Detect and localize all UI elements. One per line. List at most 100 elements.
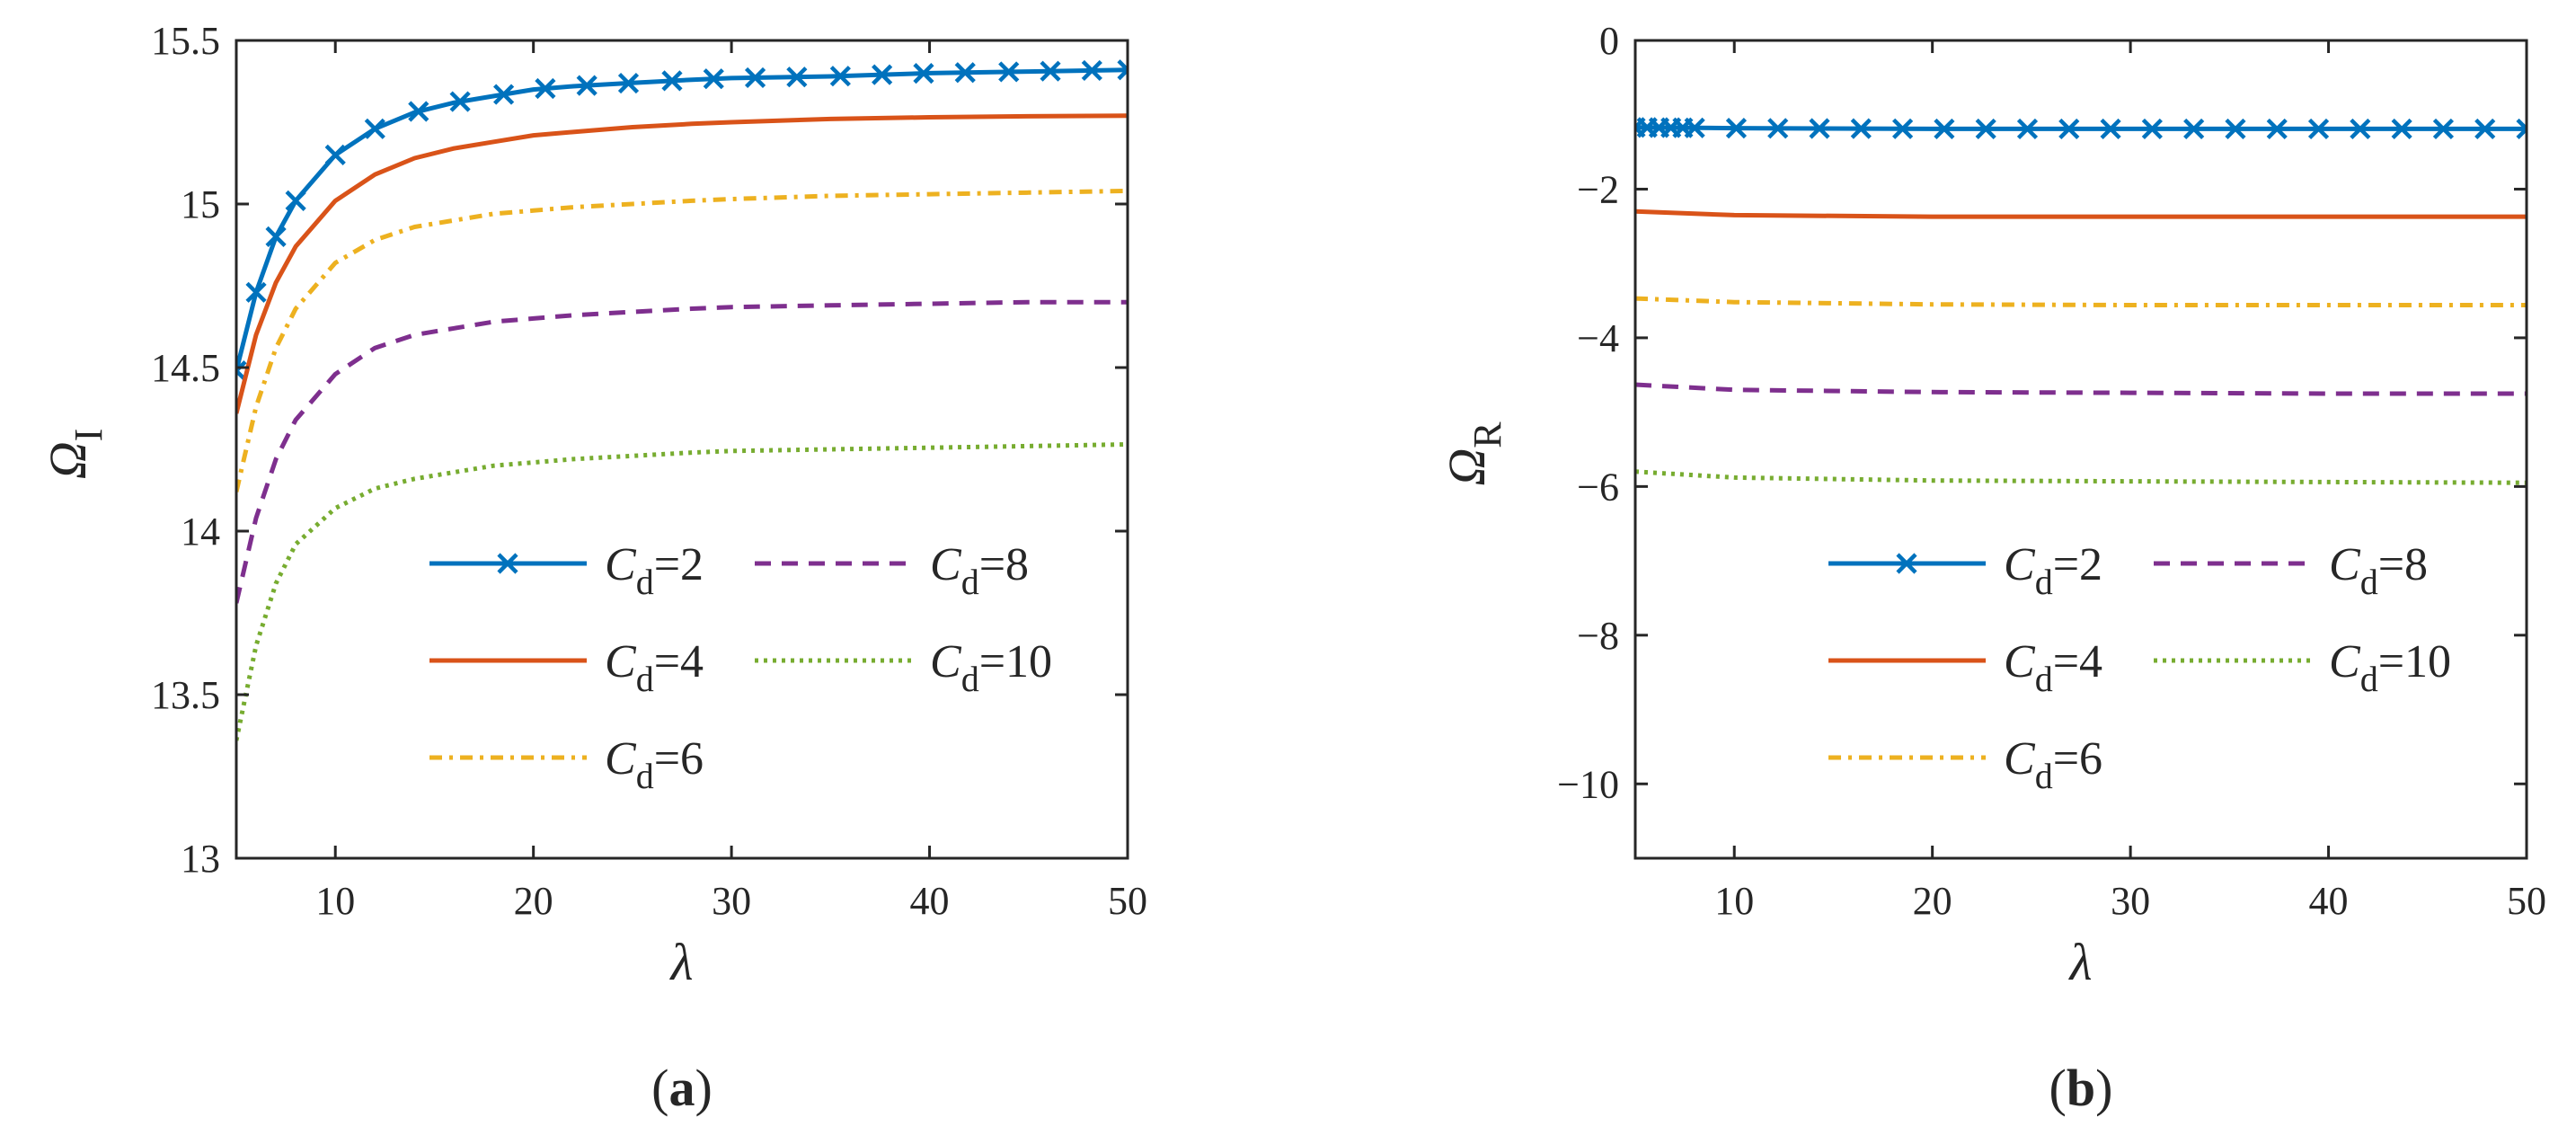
series-marker [245, 281, 267, 303]
x-tick-label: 10 [315, 879, 355, 923]
series-line-cd-2 [1635, 125, 2527, 131]
series-marker [872, 64, 893, 85]
series-marker [617, 72, 640, 94]
series-marker [913, 63, 934, 84]
y-tick-label: 15.5 [151, 19, 220, 63]
y-tick-label: −4 [1577, 316, 1619, 360]
series-marker [1117, 59, 1128, 81]
series-marker [1684, 117, 1705, 138]
series-marker [1850, 118, 1872, 139]
y-tick-label: −10 [1557, 762, 1619, 806]
panel-label: (b) [2049, 1059, 2113, 1117]
legend: Cd=2 Cd=4 Cd=6 Cd=8 Cd=10 [1828, 539, 2451, 796]
legend-label: Cd=8 [930, 539, 1029, 602]
series-marker [2016, 118, 2039, 140]
series-line-cd-8 [1635, 382, 2527, 396]
legend-label: Cd=10 [930, 636, 1052, 699]
series-line-cd-6 [236, 188, 1128, 492]
series-marker [2391, 118, 2412, 140]
series-marker [576, 75, 598, 96]
x-tick-label: 30 [712, 879, 751, 923]
y-tick-label: −8 [1577, 614, 1619, 658]
series-marker [2516, 118, 2527, 140]
y-tick-label: 13 [181, 837, 220, 881]
axes-box [1633, 39, 2528, 860]
series-line-cd-4 [1635, 208, 2527, 219]
series-marker [493, 84, 515, 105]
series-marker [236, 360, 247, 382]
legend-label: Cd=4 [2004, 636, 2102, 699]
y-tick-label: −2 [1577, 167, 1619, 211]
series-line-cd-4 [236, 113, 1128, 414]
y-axis-label: ΩR [1438, 421, 1509, 486]
series-marker [2432, 118, 2455, 140]
series-marker [2225, 118, 2246, 140]
y-tick-label: −6 [1577, 465, 1619, 509]
series-marker [1934, 118, 1955, 140]
x-tick-label: 30 [2111, 879, 2150, 923]
x-tick-label: 10 [1714, 879, 1754, 923]
x-tick-label: 40 [910, 879, 950, 923]
series-line-cd-10 [1635, 469, 2527, 485]
series-marker [535, 77, 556, 100]
x-tick-label: 50 [2507, 879, 2546, 923]
y-axis-label: ΩI [39, 429, 111, 480]
series-marker [703, 68, 724, 90]
legend-label: Cd=2 [605, 539, 704, 602]
series-marker [2100, 118, 2121, 140]
x-tick-label: 50 [1108, 879, 1147, 923]
series-marker [954, 62, 976, 84]
series-marker [2183, 118, 2205, 140]
y-tick-label: 0 [1599, 19, 1619, 63]
legend-label: Cd=8 [2329, 539, 2428, 602]
series-marker [449, 91, 471, 112]
series-marker [1040, 60, 1061, 82]
legend-label: Cd=2 [2004, 539, 2102, 602]
series-line-cd-8 [236, 299, 1128, 604]
series-marker [829, 66, 851, 87]
series-line-cd-6 [1635, 296, 2527, 307]
legend-marker [1896, 553, 1917, 574]
series-marker [1892, 118, 1914, 139]
x-axis-label: λ [668, 933, 693, 991]
legend-label: Cd=6 [2004, 733, 2102, 796]
y-tick-label: 14 [181, 510, 220, 554]
legend-label: Cd=4 [605, 636, 704, 699]
series-marker [324, 144, 346, 165]
series-marker [408, 101, 429, 122]
series-marker [2266, 118, 2288, 140]
x-tick-label: 20 [1913, 879, 1952, 923]
series-marker [2307, 118, 2330, 140]
x-tick-label: 20 [514, 879, 553, 923]
series-marker [998, 61, 1020, 83]
series-marker [1725, 118, 1748, 139]
series-marker [2058, 118, 2080, 140]
series-marker [786, 67, 808, 88]
plot-area [236, 59, 1128, 741]
plot-area [1635, 117, 2527, 485]
panel-a: 10 20 30 40 501313.51414.51515.5λΩICd=2Cd=4C… [39, 19, 1147, 1117]
panel-b: 10 20 30 40 50−10−8−6−4−20λΩRCd=2Cd=4Cd=6Cd=… [1438, 19, 2546, 1117]
series-marker [265, 226, 287, 247]
series-marker [285, 190, 306, 211]
x-tick-label: 40 [2309, 879, 2349, 923]
legend-label: Cd=6 [605, 733, 704, 796]
series-line-cd-10 [236, 442, 1128, 741]
y-tick-label: 13.5 [151, 673, 220, 717]
panel-label: (a) [651, 1059, 713, 1117]
series-marker [744, 67, 766, 89]
legend-label: Cd=10 [2329, 636, 2451, 699]
y-tick-label: 15 [181, 182, 220, 226]
series-marker [2141, 118, 2163, 140]
series-marker [661, 70, 683, 92]
series-marker [1809, 118, 1830, 139]
series-marker [1081, 59, 1102, 82]
legend: Cd=2 Cd=4 Cd=6 Cd=8 Cd=10 [429, 539, 1052, 796]
series-marker [2474, 118, 2496, 140]
legend-marker [497, 553, 518, 574]
series-marker [2350, 118, 2371, 140]
x-axis-label: λ [2067, 933, 2092, 991]
y-tick-label: 14.5 [151, 346, 220, 390]
series-marker [1975, 118, 1996, 140]
